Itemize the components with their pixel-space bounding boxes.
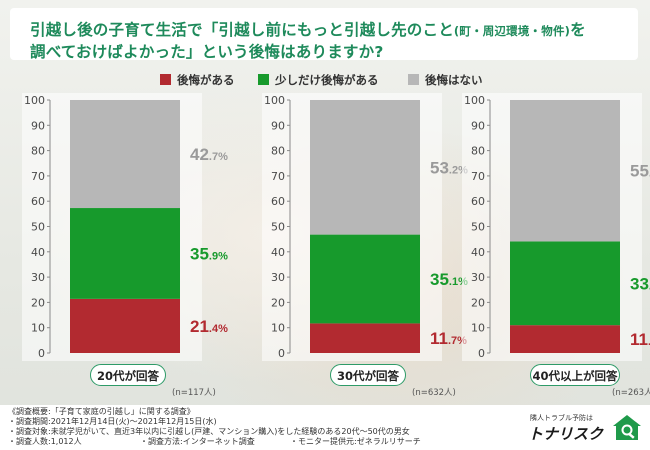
y-tick-label: 90 <box>31 119 45 132</box>
bar-regret-30s <box>310 323 420 353</box>
y-tick-label: 10 <box>471 322 485 335</box>
y-tick-label: 60 <box>471 195 485 208</box>
y-tick-label: 100 <box>24 94 45 107</box>
y-tick-label: 30 <box>471 271 485 284</box>
brand-tagline: 隣人トラブル予防は <box>530 414 593 422</box>
y-tick-label: 60 <box>31 195 45 208</box>
y-tick-label: 70 <box>471 170 485 183</box>
y-tick-label: 20 <box>271 296 285 309</box>
sample-size-30s: (n=632人) <box>412 388 456 398</box>
title-line1-a: 引越し後の子育て生活で「引越し前にもっと引越し先のこと <box>30 21 454 39</box>
y-tick-label: 10 <box>271 322 285 335</box>
y-tick-label: 80 <box>471 145 485 158</box>
y-tick-label: 80 <box>31 145 45 158</box>
bar-slight-regret-20s <box>70 208 180 299</box>
brand-name: トナリスク <box>528 425 604 443</box>
y-tick-label: 0 <box>38 347 45 360</box>
category-label-30s: 30代が回答 <box>330 364 406 386</box>
survey-footer: 《調査概要:「子育て家庭の引越し」に関する調査》 ・調査期間:2021年12月1… <box>0 405 650 450</box>
legend-item-slight-regret: 少しだけ後悔がある <box>258 72 379 88</box>
category-label-20s: 20代が回答 <box>90 364 166 386</box>
y-tick-label: 20 <box>471 296 485 309</box>
y-tick-label: 10 <box>31 322 45 335</box>
legend-swatch <box>160 74 171 85</box>
legend-label: 少しだけ後悔がある <box>275 73 379 87</box>
y-tick-label: 70 <box>271 170 285 183</box>
footer-line1: 《調査概要:「子育て家庭の引越し」に関する調査》 <box>8 407 195 416</box>
title-line1-b: を <box>570 21 586 39</box>
bar-no-regret-30s <box>310 100 420 235</box>
y-tick-label: 60 <box>271 195 285 208</box>
y-tick-label: 30 <box>31 271 45 284</box>
bar-regret-20s <box>70 298 180 353</box>
legend-swatch <box>258 74 269 85</box>
sample-size-20s: (n=117人) <box>172 388 216 398</box>
legend-item-regret: 後悔がある <box>160 72 235 88</box>
y-tick-label: 0 <box>478 347 485 360</box>
y-tick-label: 50 <box>271 221 285 234</box>
bar-no-regret-20s <box>70 100 180 209</box>
legend-label: 後悔はない <box>425 73 483 87</box>
y-tick-label: 100 <box>264 94 285 107</box>
y-tick-label: 40 <box>271 246 285 259</box>
legend-label: 後悔がある <box>177 73 235 87</box>
title-line1-small: (町・周辺環境・物件) <box>453 24 571 38</box>
data-label-slight-regret-40s-plus: 33.1% <box>630 274 650 293</box>
y-tick-label: 30 <box>271 271 285 284</box>
data-label-regret-20s: 21.4% <box>190 317 228 336</box>
footer-line4a: ・調査人数:1,012人 <box>8 437 82 446</box>
title-panel: 引越し後の子育て生活で「引越し前にもっと引越し先のこと(町・周辺環境・物件)を … <box>10 8 638 63</box>
legend: 後悔がある 少しだけ後悔がある 後悔はない <box>0 72 650 88</box>
bar-no-regret-40s-plus <box>510 100 620 242</box>
footer-line4b: ・調査方法:インターネット調査 <box>140 437 255 446</box>
legend-item-no-regret: 後悔はない <box>408 72 483 88</box>
house-magnifier-logo-icon <box>613 415 641 440</box>
y-tick-label: 90 <box>471 119 485 132</box>
y-tick-label: 20 <box>31 296 45 309</box>
y-tick-label: 70 <box>31 170 45 183</box>
y-tick-label: 90 <box>271 119 285 132</box>
category-label-40s-plus: 40代以上が回答 <box>530 364 620 386</box>
footer-line2: ・調査期間:2021年12月14日(火)〜2021年12月15日(水) <box>8 417 217 426</box>
data-label-regret-40s-plus: 11.0% <box>630 330 650 349</box>
data-label-no-regret-40s-plus: 55.9% <box>630 162 650 181</box>
y-tick-label: 100 <box>464 94 485 107</box>
footer-line3: ・調査対象:未就学児がいて、直近3年以内に引越し(戸建、マンション購入)をした経… <box>8 427 410 436</box>
y-tick-label: 80 <box>271 145 285 158</box>
y-tick-label: 40 <box>471 246 485 259</box>
bar-slight-regret-30s <box>310 234 420 324</box>
bar-regret-40s-plus <box>510 325 620 353</box>
data-label-no-regret-20s: 42.7% <box>190 145 228 164</box>
y-tick-label: 50 <box>471 221 485 234</box>
bar-slight-regret-40s-plus <box>510 241 620 326</box>
legend-swatch <box>408 74 419 85</box>
chart-title: 引越し後の子育て生活で「引越し前にもっと引越し先のこと(町・周辺環境・物件)を … <box>30 20 630 63</box>
title-line2: 調べておけばよかった」という後悔はありますか? <box>30 43 384 61</box>
footer-line4c: ・モニター提供元:ゼネラルリサーチ <box>290 437 421 446</box>
y-tick-label: 40 <box>31 246 45 259</box>
data-label-regret-30s: 11.7% <box>430 329 467 348</box>
y-tick-label: 50 <box>31 221 45 234</box>
data-label-slight-regret-20s: 35.9% <box>190 244 228 263</box>
sample-size-40s-plus: (n=263人) <box>612 388 650 398</box>
y-tick-label: 0 <box>278 347 285 360</box>
